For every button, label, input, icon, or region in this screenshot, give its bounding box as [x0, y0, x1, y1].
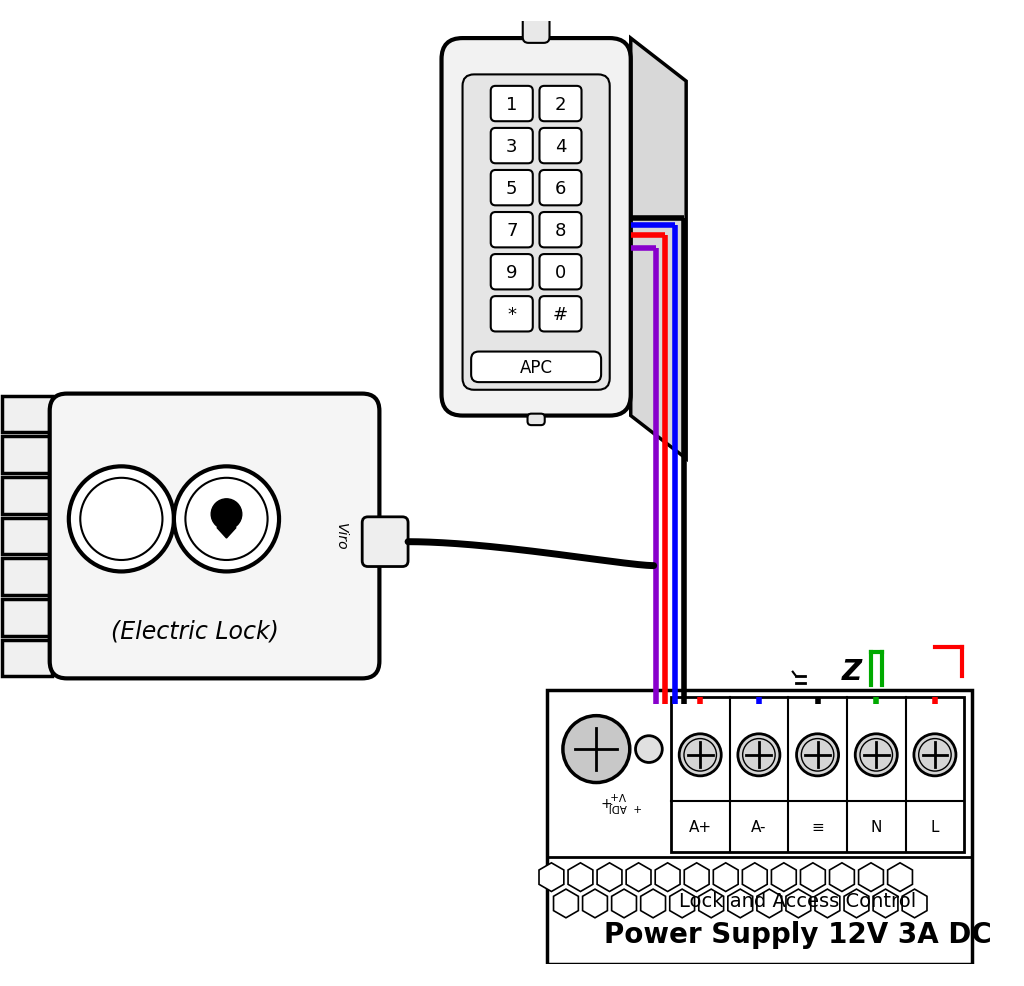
FancyBboxPatch shape: [527, 414, 545, 426]
Bar: [2, 518, 51, 555]
Circle shape: [742, 739, 775, 771]
Text: ≡: ≡: [811, 819, 824, 834]
FancyBboxPatch shape: [540, 254, 582, 290]
Text: Power Supply 12V 3A DC: Power Supply 12V 3A DC: [603, 920, 991, 948]
FancyBboxPatch shape: [490, 254, 532, 290]
Circle shape: [80, 478, 163, 560]
Circle shape: [679, 734, 721, 776]
Circle shape: [855, 734, 897, 776]
Circle shape: [860, 739, 893, 771]
FancyBboxPatch shape: [540, 213, 582, 248]
Bar: [547, 690, 972, 964]
Text: APC: APC: [519, 359, 553, 377]
FancyBboxPatch shape: [490, 213, 532, 248]
Text: N: N: [870, 819, 882, 834]
Circle shape: [636, 736, 663, 763]
Bar: [671, 698, 965, 853]
Text: 2: 2: [555, 96, 566, 113]
Circle shape: [684, 739, 717, 771]
Circle shape: [802, 739, 834, 771]
FancyBboxPatch shape: [540, 87, 582, 122]
FancyBboxPatch shape: [540, 297, 582, 332]
Text: +  ADJ
    V+: + ADJ V+: [608, 789, 642, 810]
Text: Lock and Access Control: Lock and Access Control: [679, 890, 916, 910]
Text: 4: 4: [555, 137, 566, 156]
FancyBboxPatch shape: [540, 171, 582, 206]
Bar: [2, 396, 51, 433]
Text: 0: 0: [555, 263, 566, 281]
Polygon shape: [217, 528, 237, 538]
Text: (Electric Lock): (Electric Lock): [112, 619, 280, 643]
Bar: [2, 599, 51, 636]
FancyBboxPatch shape: [490, 87, 532, 122]
Bar: [2, 477, 51, 515]
Text: 7: 7: [506, 222, 517, 240]
Text: Viro: Viro: [334, 523, 348, 550]
FancyBboxPatch shape: [490, 129, 532, 164]
FancyBboxPatch shape: [540, 129, 582, 164]
Text: 6: 6: [555, 179, 566, 197]
Circle shape: [563, 716, 630, 783]
FancyBboxPatch shape: [463, 75, 609, 390]
Text: L: L: [931, 819, 939, 834]
Bar: [2, 640, 51, 676]
Polygon shape: [631, 39, 686, 459]
Circle shape: [738, 734, 780, 776]
Text: *: *: [507, 306, 516, 323]
Text: Z: Z: [842, 657, 862, 685]
Circle shape: [69, 466, 174, 572]
Text: 1: 1: [506, 96, 517, 113]
Circle shape: [797, 734, 839, 776]
Bar: [2, 559, 51, 596]
FancyBboxPatch shape: [471, 352, 601, 383]
Text: A-: A-: [752, 819, 767, 834]
FancyBboxPatch shape: [50, 394, 380, 678]
Text: 9: 9: [506, 263, 517, 281]
Circle shape: [913, 734, 956, 776]
Circle shape: [174, 466, 280, 572]
Text: #: #: [553, 306, 568, 323]
FancyBboxPatch shape: [441, 39, 631, 416]
Circle shape: [919, 739, 951, 771]
FancyBboxPatch shape: [490, 171, 532, 206]
Circle shape: [211, 499, 242, 529]
FancyBboxPatch shape: [522, 11, 550, 43]
Text: 5: 5: [506, 179, 517, 197]
Circle shape: [185, 478, 267, 560]
FancyBboxPatch shape: [362, 518, 409, 567]
Text: 3: 3: [506, 137, 517, 156]
Text: +: +: [600, 796, 611, 810]
FancyBboxPatch shape: [490, 297, 532, 332]
Text: A+: A+: [689, 819, 712, 834]
Text: 8: 8: [555, 222, 566, 240]
Bar: [2, 437, 51, 473]
